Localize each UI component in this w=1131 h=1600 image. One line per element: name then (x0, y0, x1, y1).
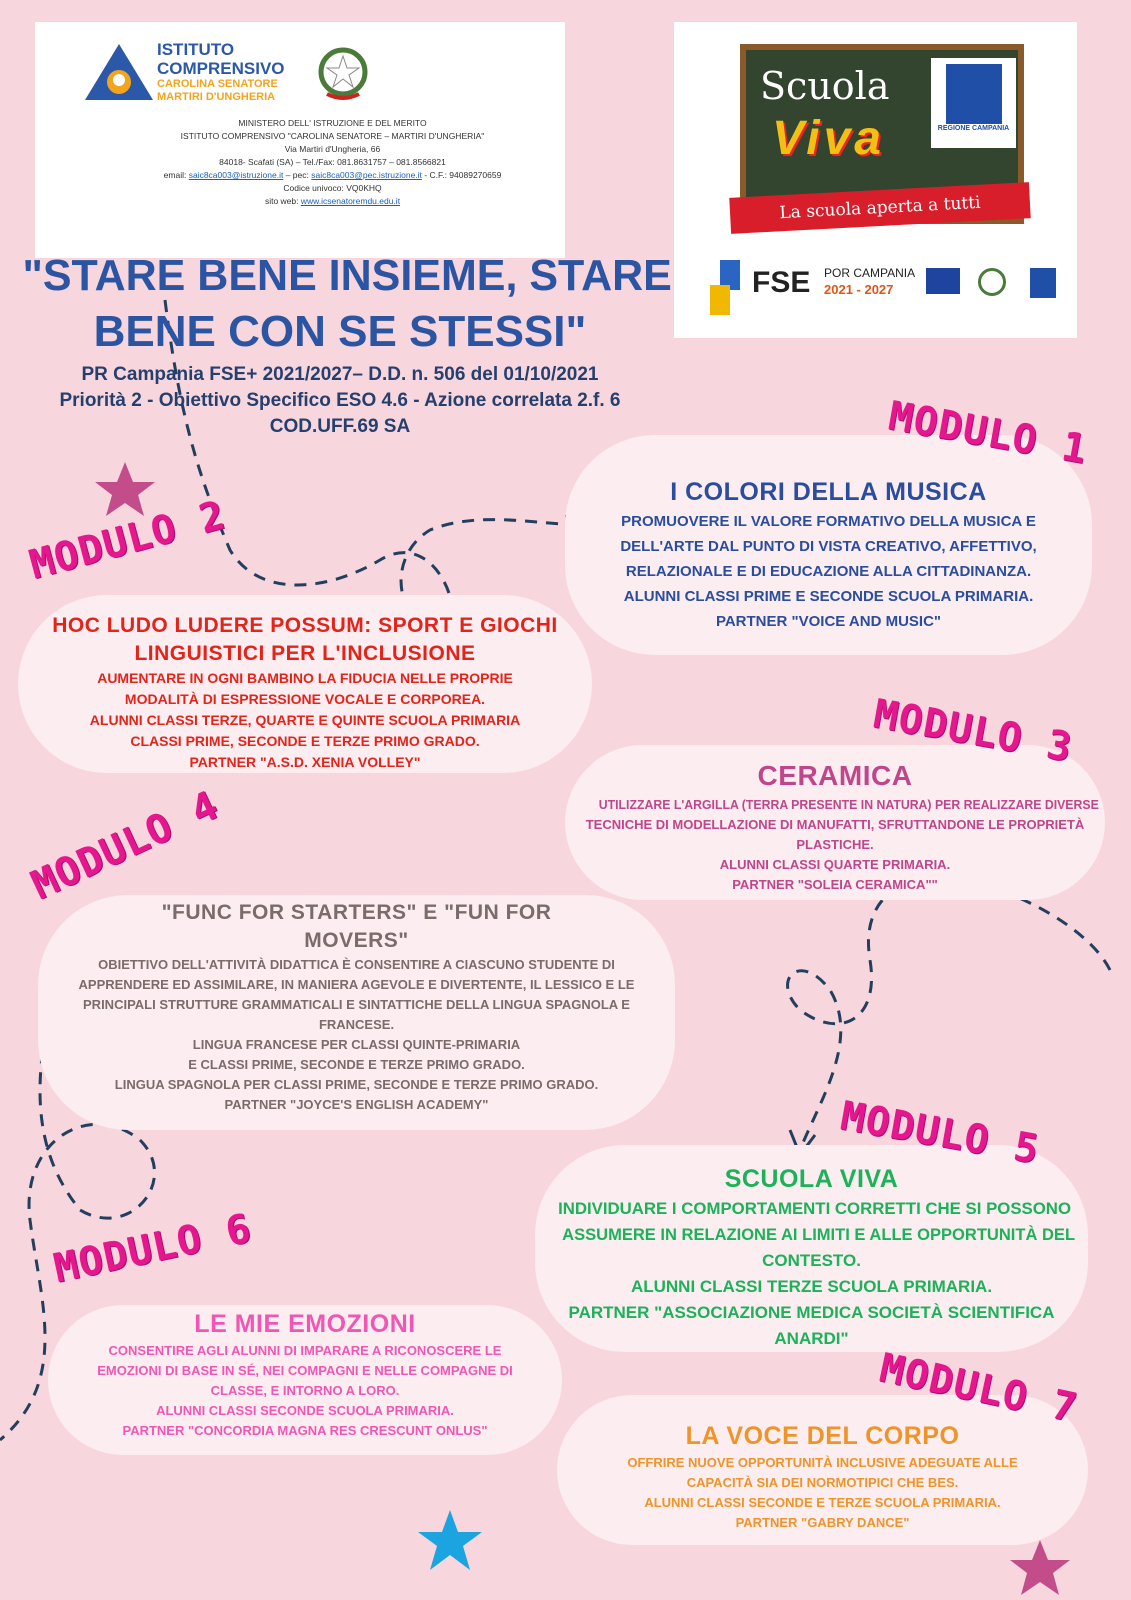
por-text: POR CAMPANIA (824, 266, 916, 280)
logo-word-scuola: Scuola (760, 64, 890, 108)
module-description-line: E CLASSI PRIME, SECONDE E TERZE PRIMO GR… (188, 1057, 525, 1072)
cf-text: - C.F.: 94089270659 (421, 170, 502, 180)
star-icon (418, 1510, 482, 1570)
module-description-line: DELL'ARTE DAL PUNTO DI VISTA CREATIVO, A… (620, 538, 1037, 555)
module-title: CERAMICA (757, 760, 913, 791)
site-line: sito web: www.icsenatoremdu.edu.it (105, 195, 560, 208)
school-logo-icon (85, 44, 153, 100)
region-badge: REGIONE CAMPANIA (931, 58, 1016, 148)
region-label: REGIONE CAMPANIA (937, 125, 1010, 132)
module-description-line: ALUNNI CLASSI TERZE SCUOLA PRIMARIA. (630, 1277, 993, 1296)
module-description-line: OBIETTIVO DELL'ATTIVITÀ DIDATTICA È CONS… (98, 957, 615, 972)
module-description-line: PROMUOVERE IL VALORE FORMATIVO DELLA MUS… (621, 513, 1036, 530)
module-description-line: TECNICHE DI MODELLAZIONE DI MANUFATTI, S… (585, 817, 1085, 832)
module-title: LE MIE EMOZIONI (194, 1310, 416, 1338)
info-line: Via Martiri d'Ungheria, 66 (284, 144, 381, 154)
program-line: PR Campania FSE+ 2021/2027– D.D. n. 506 … (81, 364, 599, 385)
pec-link[interactable]: saic8ca003@pec.istruzione.it (311, 170, 422, 180)
module-3-card: CERAMICA UTILIZZARE L'ARGILLA (TERRA PRES… (565, 745, 1105, 900)
codice-univoco: Codice univoco: VQ0KHQ (283, 183, 382, 193)
campania-emblem-icon (1030, 268, 1056, 298)
module-description-line: INDIVIDUARE I COMPORTAMENTI CORRETTI CHE… (558, 1199, 1072, 1218)
program-line: COD.UFF.69 SA (269, 416, 411, 437)
program-info: PR Campania FSE+ 2021/2027– D.D. n. 506 … (15, 362, 665, 440)
module-description-line: ALUNNI CLASSI QUARTE PRIMARIA. (719, 857, 951, 872)
module-description-line: LINGUA FRANCESE PER CLASSI QUINTE-PRIMAR… (192, 1037, 521, 1052)
site-label: sito web: (264, 196, 301, 206)
module-description-line: RELAZIONALE E DI EDUCAZIONE ALLA CITTADI… (625, 563, 1032, 580)
email-label: email: (163, 170, 189, 180)
module-5-card: SCUOLA VIVA INDIVIDUARE I COMPORTAMENTI C… (535, 1145, 1088, 1352)
italian-emblem-icon (978, 268, 1006, 296)
module-description-line: FRANCESE. (318, 1017, 395, 1032)
module-6-card: LE MIE EMOZIONI CONSENTIRE AGLI ALUNNI DI… (48, 1305, 562, 1455)
module-2-card: HOC LUDO LUDERE POSSUM: SPORT E GIOCHI L… (18, 595, 592, 773)
module-description-line: PARTNER "ASSOCIAZIONE MEDICA SOCIETÀ SCI… (568, 1303, 1055, 1322)
module-description-line: CAPACITÀ SIA DEI NORMOTIPICI CHE BES. (686, 1475, 959, 1490)
module-description-line: PARTNER "GABRY DANCE" (735, 1515, 910, 1530)
module-description-line: ALUNNI CLASSI SECONDE SCUOLA PRIMARIA. (156, 1403, 454, 1418)
module-description-line: CONSENTIRE AGLI ALUNNI DI IMPARARE A RIC… (108, 1343, 502, 1358)
module-description-line: PLASTICHE. (796, 837, 874, 852)
fse-logo (710, 260, 750, 330)
title-line: BENE CON SE STESSI" (93, 307, 587, 356)
module-title: HOC LUDO LUDERE POSSUM: SPORT E GIOCHI L… (52, 614, 558, 665)
module-description-line: ANARDI" (774, 1329, 849, 1348)
school-header: ISTITUTO COMPRENSIVO CAROLINA SENATORE M… (35, 22, 565, 258)
module-description-line: PARTNER "VOICE AND MUSIC" (715, 613, 942, 630)
years-text: 2021 - 2027 (824, 282, 894, 297)
info-line: 84018- Scafati (SA) – Tel./Fax: 081.8631… (219, 157, 446, 167)
module-description-line: CLASSE, E INTORNO A LORO. (210, 1383, 400, 1398)
module-description-line: PARTNER "JOYCE'S ENGLISH ACADEMY" (224, 1097, 489, 1112)
module-description-line: MODALITÀ DI ESPRESSIONE VOCALE E CORPORE… (124, 691, 486, 707)
module-7-card: LA VOCE DEL CORPO OFFRIRE NUOVE OPPORTUNI… (557, 1395, 1088, 1545)
pec-label: – pec: (283, 170, 312, 180)
module-description-line: ASSUMERE IN RELAZIONE AI LIMITI E ALLE O… (562, 1225, 1076, 1244)
module-description-line: LINGUA SPAGNOLA PER CLASSI PRIME, SECOND… (114, 1077, 599, 1092)
module-description-line: PARTNER "A.S.D. XENIA VOLLEY" (189, 754, 421, 770)
italian-emblem-icon (318, 47, 368, 100)
program-line: Priorità 2 - Obiettivo Specifico ESO 4.6… (59, 390, 621, 411)
module-description-line: PARTNER "CONCORDIA MAGNA RES CRESCUNT ON… (122, 1423, 488, 1438)
module-title: "FUNC FOR STARTERS" E "FUN FOR MOVERS" (161, 901, 552, 952)
contact-line: email: saic8ca003@istruzione.it – pec: s… (105, 169, 560, 182)
eu-flag-icon (926, 268, 960, 294)
title-line: "STARE BENE INSIEME, STARE (22, 251, 672, 300)
logo-word-viva: Viva (772, 112, 885, 165)
module-description-line: CONTESTO. (762, 1251, 861, 1270)
star-icon (1010, 1540, 1070, 1595)
module-4-card: "FUNC FOR STARTERS" E "FUN FOR MOVERS" OB… (38, 895, 675, 1130)
module-description-line: APPRENDERE ED ASSIMILARE, IN MANIERA AGE… (78, 977, 635, 992)
module-description-line: ALUNNI CLASSI TERZE, QUARTE E QUINTE SCU… (89, 712, 521, 728)
module-description-line: OFFRIRE NUOVE OPPORTUNITÀ INCLUSIVE ADEG… (627, 1455, 1018, 1470)
scuola-viva-panel: Scuola Viva REGIONE CAMPANIA La scuola a… (674, 22, 1077, 338)
email-link[interactable]: saic8ca003@istruzione.it (188, 170, 284, 180)
module-title: SCUOLA VIVA (724, 1165, 899, 1193)
module-description-line: CLASSI PRIME, SECONDE E TERZE PRIMO GRAD… (130, 733, 480, 749)
page-title: "STARE BENE INSIEME, STARE BENE CON SE S… (15, 248, 672, 360)
info-line: MINISTERO DELL' ISTRUZIONE E DEL MERITO (238, 118, 427, 128)
module-description-line: AUMENTARE IN OGNI BAMBINO LA FIDUCIA NEL… (97, 670, 513, 686)
module-description-line: ALUNNI CLASSI SECONDE E TERZE SCUOLA PRI… (644, 1495, 1001, 1510)
module-description-line: UTILIZZARE L'ARGILLA (TERRA PRESENTE IN … (598, 797, 1099, 812)
module-title: I COLORI DELLA MUSICA (670, 478, 987, 506)
module-description-line: PRINCIPALI STRUTTURE GRAMMATICALI E SINT… (83, 997, 630, 1012)
module-description-line: EMOZIONI DI BASE IN SÉ, NEI COMPAGNI E N… (97, 1363, 513, 1378)
logo-line: MARTIRI D'UNGHERIA (157, 91, 276, 103)
star-icon (95, 462, 155, 516)
logo-line: COMPRENSIVO (157, 59, 285, 78)
module-description-line: ALUNNI CLASSI PRIME E SECONDE SCUOLA PRI… (623, 588, 1034, 605)
fse-text: FSE (752, 266, 811, 299)
info-line: ISTITUTO COMPRENSIVO "CAROLINA SENATORE … (180, 131, 485, 141)
logo-line: ISTITUTO (157, 40, 235, 59)
module-1-card: I COLORI DELLA MUSICA PROMUOVERE IL VALOR… (565, 435, 1092, 655)
logo-line: CAROLINA SENATORE (157, 78, 278, 90)
site-link[interactable]: www.icsenatoremdu.edu.it (300, 196, 401, 206)
module-title: LA VOCE DEL CORPO (685, 1422, 960, 1450)
module-description-line: PARTNER "SOLEIA CERAMICA"" (732, 877, 938, 892)
